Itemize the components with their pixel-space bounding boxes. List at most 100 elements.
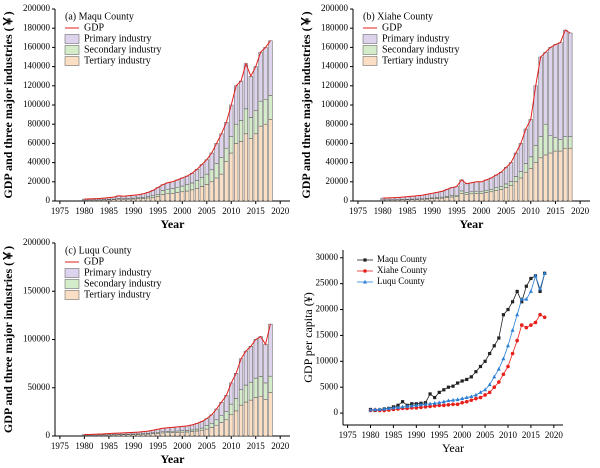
bar-segment [194, 430, 200, 437]
marker [538, 312, 542, 317]
marker [428, 392, 432, 396]
x-tick-label: 2005 [198, 441, 217, 451]
bar-segment [155, 196, 160, 202]
bar-segment [268, 95, 273, 120]
bar-segment [150, 197, 156, 202]
bar-segment [528, 168, 533, 202]
bar-segment [165, 432, 170, 437]
marker [510, 351, 515, 356]
x-tick-label: 2015 [522, 430, 541, 440]
y-tick-label: 120000 [23, 80, 51, 90]
marker [414, 406, 419, 410]
marker [506, 307, 510, 312]
bar-segment [558, 42, 563, 140]
marker [483, 387, 488, 392]
bar-segment [434, 192, 440, 198]
marker [464, 395, 469, 400]
x-tick-label: 1980 [75, 441, 94, 451]
x-tick-label: 1985 [100, 206, 119, 216]
panel: 0 20000 40000 60000 80000 100000 120000 140000 1… [1, 3, 290, 231]
bar-segment [474, 193, 479, 202]
bar-segment [258, 395, 263, 437]
panel-title: (c) Luqu County [65, 245, 132, 256]
x-axis-title: Year [161, 217, 186, 231]
x-tick-label: 2005 [497, 206, 516, 216]
x-tick-label: 2010 [222, 206, 241, 216]
bar-segment [248, 75, 253, 118]
gdp-line [382, 29, 571, 199]
bar-segment [484, 189, 489, 193]
x-tick-label: 1995 [430, 430, 449, 440]
bar-segment [568, 136, 573, 149]
legend-label: Secondary industry [382, 44, 460, 55]
x-tick-label: 1990 [407, 430, 426, 440]
marker [474, 370, 478, 374]
marker [423, 402, 428, 406]
marker [519, 296, 524, 301]
bar-segment [155, 433, 160, 437]
y-tick-label: 80000 [28, 118, 51, 128]
marker [428, 404, 432, 409]
bar-segment [494, 190, 499, 202]
marker [373, 407, 378, 411]
marker [487, 382, 492, 387]
bar-segment [121, 199, 126, 202]
bar-segment [194, 428, 200, 432]
bar-segment [469, 193, 474, 202]
bar-segment [180, 185, 185, 193]
marker [501, 356, 506, 361]
bar-segment [214, 163, 219, 179]
bar-segment [563, 136, 568, 149]
marker [524, 296, 529, 301]
marker [451, 397, 455, 402]
bar-segment [160, 194, 165, 202]
x-tick-label: 2005 [476, 430, 495, 440]
marker [473, 392, 478, 397]
marker [451, 384, 455, 388]
marker [524, 325, 529, 330]
bar-segment [141, 434, 146, 437]
bar-segment [204, 425, 209, 430]
x-tick-label: 2010 [222, 441, 241, 451]
marker [492, 344, 496, 348]
y-tick-label: 100000 [23, 99, 51, 109]
marker [432, 401, 437, 405]
bar-segment [439, 191, 444, 198]
bar-segment [204, 159, 209, 175]
marker [400, 400, 405, 404]
bar-segment [199, 427, 204, 431]
y-tick-label: 15000 [316, 329, 339, 339]
bar-segment [229, 152, 234, 202]
y-tick-label: 200000 [321, 3, 349, 13]
bar-segment [219, 422, 224, 437]
marker [414, 403, 419, 407]
bar-segment [238, 389, 244, 406]
marker [469, 398, 474, 402]
x-tick-label: 2000 [173, 441, 192, 451]
x-tick-label: 1980 [75, 206, 94, 216]
marker [437, 400, 442, 405]
bar-segment [503, 187, 509, 202]
bar-segment [528, 119, 533, 158]
bar-segment [503, 183, 509, 188]
bar-segment [523, 171, 528, 202]
bar-segment [429, 198, 435, 202]
bar-segment [258, 51, 263, 102]
marker [465, 377, 469, 382]
bar-segment [263, 382, 268, 400]
bar-segment [558, 150, 563, 202]
bar-segment [533, 145, 538, 163]
marker [533, 320, 538, 325]
bar-segment [479, 193, 484, 202]
bar-segment [543, 123, 548, 156]
bar-segment [268, 375, 273, 393]
x-tick-label: 2015 [247, 206, 266, 216]
bar-segment [219, 415, 224, 423]
bar-segment [150, 433, 156, 437]
bar-segment [499, 171, 504, 187]
bar-segment [209, 181, 214, 202]
bar-segment [234, 410, 239, 437]
y-tick-label: 20000 [326, 176, 349, 186]
bar-segment [459, 193, 464, 202]
y-tick-label: 120000 [321, 80, 349, 90]
